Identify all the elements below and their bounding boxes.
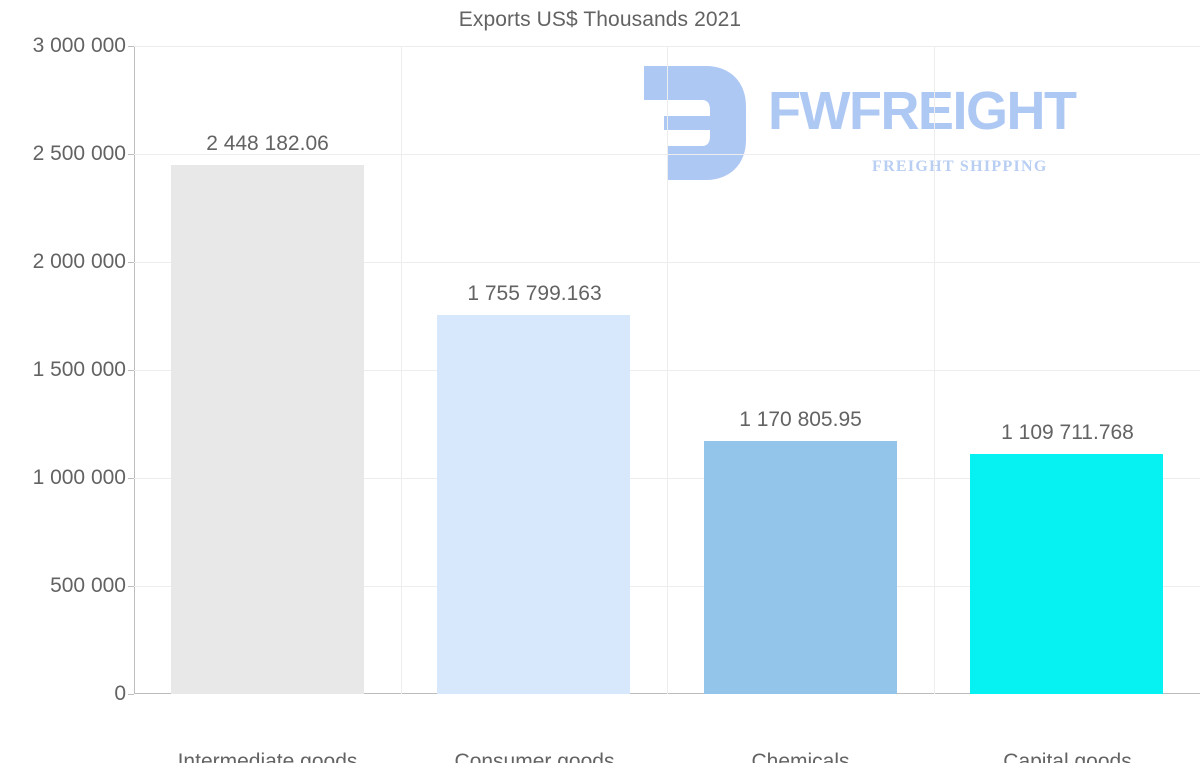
bar-value-label: 1 170 805.95 xyxy=(739,408,862,432)
bar[interactable] xyxy=(704,441,897,694)
x-axis-tick-label: Chemicals xyxy=(751,750,850,763)
y-axis-tick-label: 500 000 xyxy=(50,574,126,597)
y-axis-tick-label: 0 xyxy=(114,682,126,705)
y-tick-mark xyxy=(128,370,134,371)
category-separator-gridline xyxy=(934,46,935,694)
y-tick-mark xyxy=(128,154,134,155)
category-separator-gridline xyxy=(401,46,402,694)
bar-value-label: 1 755 799.163 xyxy=(467,281,602,305)
bar-value-label: 2 448 182.06 xyxy=(206,132,329,156)
plot-area: 0 500 000 1 000 000 1 500 000 2 000 000 2 500… xyxy=(33,34,1200,763)
bar-value-label: 1 109 711.768 xyxy=(1001,421,1134,445)
category-separator-gridline xyxy=(667,46,668,694)
chart-title: Exports US$ Thousands 2021 xyxy=(458,8,742,31)
y-axis-tick-label: 3 000 000 xyxy=(32,34,126,57)
y-axis-tick-label: 2 500 000 xyxy=(32,142,126,165)
y-tick-mark xyxy=(128,46,134,47)
bar[interactable] xyxy=(437,314,630,694)
y-tick-mark xyxy=(128,694,134,695)
x-axis-tick-label: Consumer goods xyxy=(454,750,615,763)
x-axis-tick-label: Intermediate goods xyxy=(177,750,358,763)
y-tick-mark xyxy=(128,586,134,587)
y-axis-tick-label: 2 000 000 xyxy=(32,250,126,273)
y-tick-mark xyxy=(128,478,134,479)
bar[interactable] xyxy=(171,165,364,694)
y-tick-mark xyxy=(128,262,134,263)
x-axis-tick-label: Capital goods xyxy=(1003,750,1132,763)
y-axis-tick-label: 1 500 000 xyxy=(32,358,126,381)
y-axis-tick-label: 1 000 000 xyxy=(32,466,126,489)
bar[interactable] xyxy=(970,454,1163,694)
